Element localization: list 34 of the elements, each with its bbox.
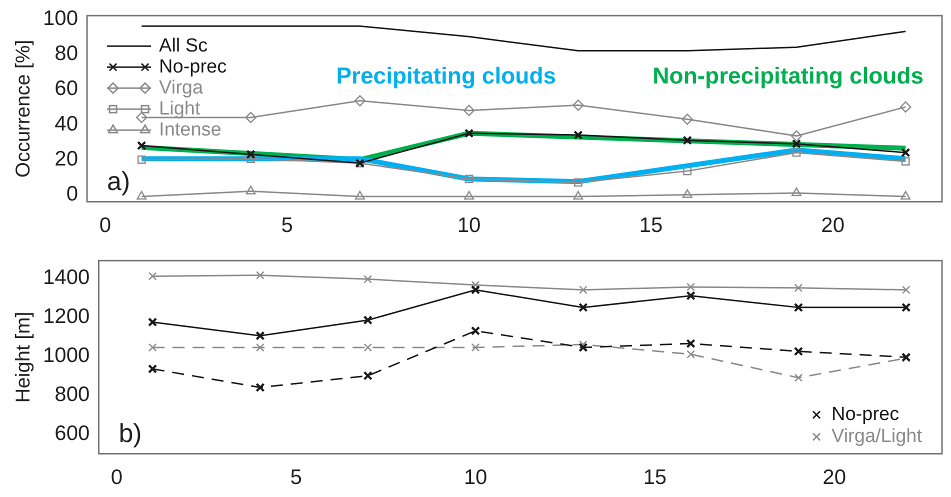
legend-label: Virga	[159, 77, 204, 98]
y-tick-label: 0	[66, 182, 78, 206]
x-tick-label: 5	[281, 214, 293, 238]
y-tick-label: 40	[54, 112, 78, 136]
annotation: b)	[118, 418, 142, 448]
x-tick-label: 10	[464, 466, 488, 490]
y-tick-label: 1000	[43, 344, 90, 368]
x-tick-label: 5	[290, 466, 302, 490]
y-axis-title: Height [m]	[12, 312, 35, 403]
annotation: a)	[107, 166, 130, 196]
x-tick-label: 20	[822, 466, 846, 490]
y-tick-label: 60	[54, 77, 78, 100]
legend-label: Virga/Light	[832, 426, 923, 448]
text: Non-precipitating clouds	[652, 62, 924, 88]
y-tick-label: 1200	[43, 304, 90, 328]
y-tick-label: 1400	[43, 266, 90, 289]
y-tick-label: 80	[54, 42, 78, 66]
x-tick-label: 10	[457, 214, 481, 238]
legend-label: No-prec	[832, 404, 900, 426]
text: Precipitating clouds	[336, 62, 556, 88]
y-axis-title: Occurrence [%]	[12, 40, 35, 178]
x-tick-label: 0	[110, 466, 123, 490]
y-tick-label: 600	[54, 422, 90, 446]
x-tick-label: 20	[821, 214, 845, 238]
y-tick-label: 100	[42, 6, 78, 30]
x-tick-label: 15	[643, 466, 667, 490]
legend-label: Light	[159, 98, 201, 120]
x-tick-label: 0	[99, 214, 112, 238]
legend-label: No-prec	[159, 56, 227, 78]
y-tick-label: 20	[54, 147, 78, 170]
y-tick-label: 800	[54, 383, 90, 406]
x-tick-label: 15	[639, 214, 663, 238]
legend-label: All Sc	[159, 35, 208, 56]
legend-label: Intense	[159, 119, 222, 140]
